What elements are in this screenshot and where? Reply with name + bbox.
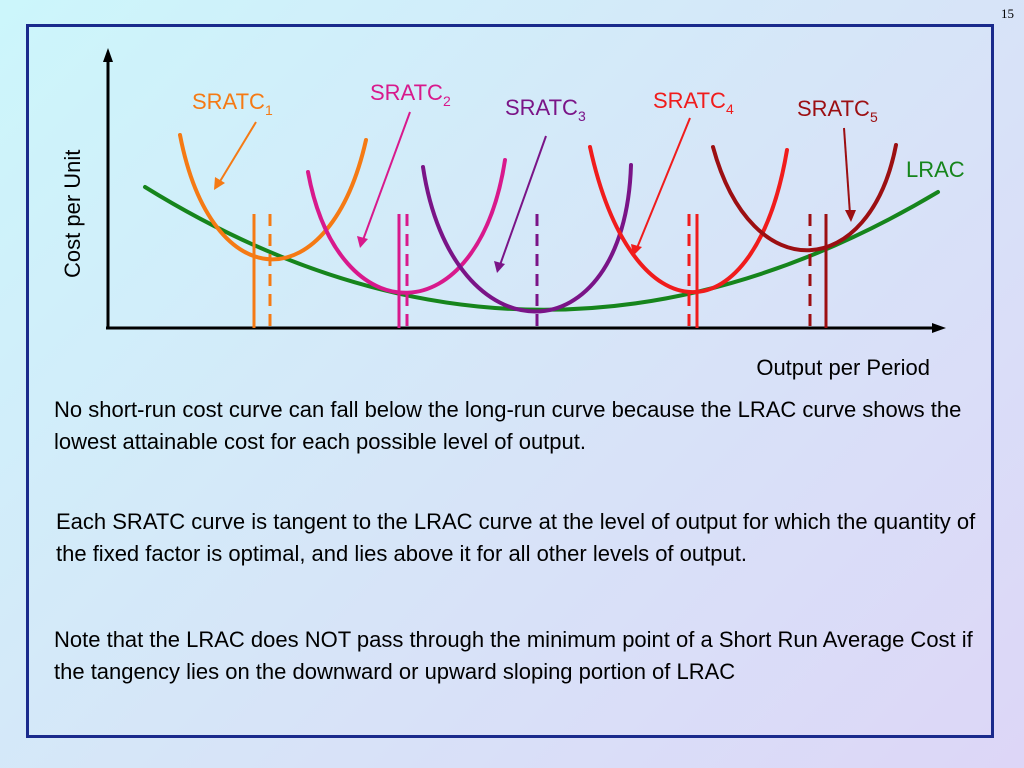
explanation-paragraph-1: No short-run cost curve can fall below t… — [54, 397, 962, 454]
sratc2-pointer — [362, 111, 411, 241]
slide-frame — [26, 24, 994, 738]
sratc4-pointer-head — [631, 244, 642, 256]
axes — [103, 48, 946, 333]
sratc1-pointer-head — [214, 177, 225, 190]
cost-curves-diagram: SRATC1 SRATC2 SRATC3 SRATC4 SRATC5 LRAC … — [60, 48, 965, 380]
sratc2-pointer-head — [357, 236, 368, 248]
sratc5-pointer — [843, 127, 851, 215]
sratc4-pointer — [636, 117, 691, 249]
sratc2-label: SRATC2 — [370, 80, 451, 109]
sratc4-curve — [588, 145, 789, 294]
lrac-label: LRAC — [906, 157, 965, 182]
sratc1-label: SRATC1 — [192, 89, 273, 118]
explanation-paragraph-3: Note that the LRAC does NOT pass through… — [54, 627, 973, 684]
y-axis-label: Cost per Unit — [60, 150, 85, 278]
sratc3-pointer — [499, 135, 547, 266]
sratc2-curve — [306, 158, 507, 295]
sratc5-pointer-head — [845, 210, 856, 222]
sratc3-label: SRATC3 — [505, 95, 586, 124]
label-pointers — [214, 111, 856, 273]
explanation-paragraph-2: Each SRATC curve is tangent to the LRAC … — [56, 509, 976, 566]
x-axis-arrow — [932, 323, 946, 333]
sratc1-pointer — [218, 121, 257, 184]
x-axis-label: Output per Period — [756, 355, 930, 380]
y-axis-arrow — [103, 48, 113, 62]
sratc1-curve — [178, 133, 368, 262]
sratc5-curve — [711, 143, 898, 253]
sratc4-label: SRATC4 — [653, 88, 734, 117]
sratc5-label: SRATC5 — [797, 96, 878, 125]
sratc3-pointer-head — [494, 261, 505, 273]
output-markers — [252, 214, 828, 328]
slide-number: 15 — [1001, 6, 1014, 21]
